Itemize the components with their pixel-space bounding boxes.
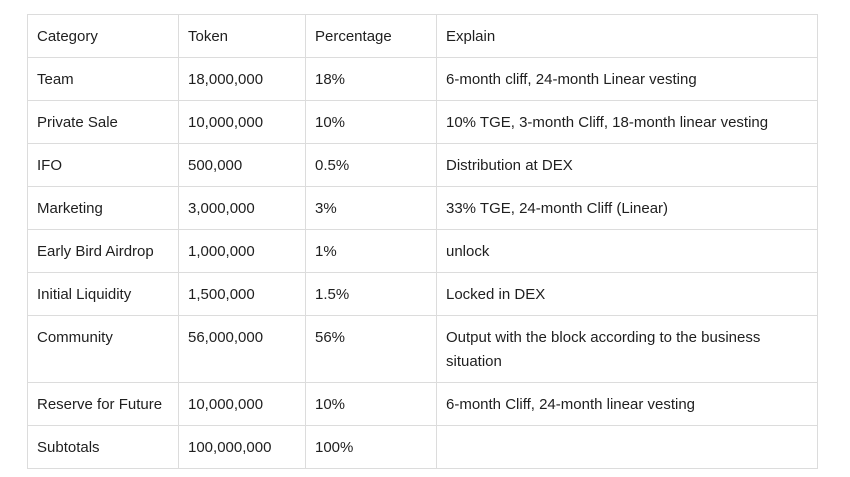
token-allocation-table: Category Token Percentage Explain Team 1…: [27, 14, 818, 469]
cell-token: 10,000,000: [178, 100, 306, 144]
cell-explain: 10% TGE, 3-month Cliff, 18-month linear …: [436, 100, 818, 144]
table-row: Marketing 3,000,000 3% 33% TGE, 24-month…: [27, 186, 818, 230]
table-row: Initial Liquidity 1,500,000 1.5% Locked …: [27, 272, 818, 316]
cell-token: 3,000,000: [178, 186, 306, 230]
cell-category: Team: [27, 57, 179, 101]
table-header-row: Category Token Percentage Explain: [27, 14, 818, 58]
cell-explain: 6-month cliff, 24-month Linear vesting: [436, 57, 818, 101]
cell-category: Initial Liquidity: [27, 272, 179, 316]
header-token: Token: [178, 14, 306, 58]
cell-percentage: 1.5%: [305, 272, 437, 316]
cell-explain: Output with the block according to the b…: [436, 315, 818, 383]
table-row: IFO 500,000 0.5% Distribution at DEX: [27, 143, 818, 187]
cell-percentage: 0.5%: [305, 143, 437, 187]
cell-percentage: 1%: [305, 229, 437, 273]
cell-explain: Distribution at DEX: [436, 143, 818, 187]
cell-token: 18,000,000: [178, 57, 306, 101]
cell-category: Private Sale: [27, 100, 179, 144]
table-row: Community 56,000,000 56% Output with the…: [27, 315, 818, 383]
cell-token: 500,000: [178, 143, 306, 187]
cell-explain: Locked in DEX: [436, 272, 818, 316]
cell-category: Reserve for Future: [27, 382, 179, 426]
cell-explain: [436, 425, 818, 469]
cell-explain: 33% TGE, 24-month Cliff (Linear): [436, 186, 818, 230]
table-row: Reserve for Future 10,000,000 10% 6-mont…: [27, 382, 818, 426]
cell-token: 100,000,000: [178, 425, 306, 469]
cell-category: Marketing: [27, 186, 179, 230]
table-row: Private Sale 10,000,000 10% 10% TGE, 3-m…: [27, 100, 818, 144]
cell-token: 56,000,000: [178, 315, 306, 383]
cell-category: Early Bird Airdrop: [27, 229, 179, 273]
header-percentage: Percentage: [305, 14, 437, 58]
cell-token: 1,500,000: [178, 272, 306, 316]
table-row-subtotal: Subtotals 100,000,000 100%: [27, 425, 818, 469]
table-row: Early Bird Airdrop 1,000,000 1% unlock: [27, 229, 818, 273]
cell-percentage: 56%: [305, 315, 437, 383]
cell-percentage: 3%: [305, 186, 437, 230]
cell-percentage: 100%: [305, 425, 437, 469]
cell-token: 10,000,000: [178, 382, 306, 426]
cell-token: 1,000,000: [178, 229, 306, 273]
cell-percentage: 10%: [305, 100, 437, 144]
cell-percentage: 10%: [305, 382, 437, 426]
cell-explain: 6-month Cliff, 24-month linear vesting: [436, 382, 818, 426]
cell-category: IFO: [27, 143, 179, 187]
header-explain: Explain: [436, 14, 818, 58]
table-row: Team 18,000,000 18% 6-month cliff, 24-mo…: [27, 57, 818, 101]
cell-category: Community: [27, 315, 179, 383]
header-category: Category: [27, 14, 179, 58]
cell-category: Subtotals: [27, 425, 179, 469]
cell-explain: unlock: [436, 229, 818, 273]
cell-percentage: 18%: [305, 57, 437, 101]
